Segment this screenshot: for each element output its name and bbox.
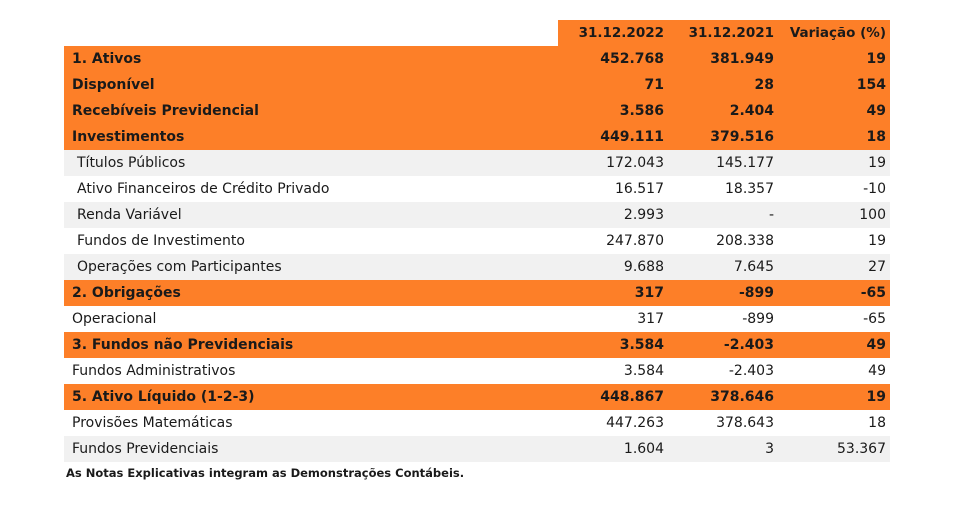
footnote: As Notas Explicativas integram as Demons…	[66, 466, 465, 480]
table-row: 5. Ativo Líquido (1-2-3) 448.867 378.646 19	[64, 384, 890, 410]
row-label: Investimentos	[72, 129, 185, 145]
value-variation: 19	[868, 233, 886, 249]
row-label: 1. Ativos	[72, 51, 142, 67]
header-variation: Variação (%)	[789, 25, 886, 41]
value-2022: 247.870	[606, 233, 664, 249]
value-2022: 317	[634, 285, 664, 301]
value-2022: 16.517	[615, 181, 664, 197]
value-2022: 317	[637, 311, 664, 327]
value-variation: 18	[866, 129, 886, 145]
value-2021: 145.177	[716, 155, 774, 171]
value-variation: -65	[863, 311, 886, 327]
row-label: Operacional	[72, 311, 157, 327]
table-row: Ativo Financeiros de Crédito Privado 16.5…	[64, 176, 890, 202]
value-variation: -10	[863, 181, 886, 197]
header-2022: 31.12.2022	[578, 25, 664, 41]
table-row: Operacional 317 -899 -65	[64, 306, 890, 332]
value-variation: 100	[859, 207, 886, 223]
table-row: Operações com Participantes 9.688 7.645 27	[64, 254, 890, 280]
balance-table: 1. Ativos 452.768 381.949 19 Disponível 71 28 1…	[64, 46, 890, 462]
table-row: Recebíveis Previdencial 3.586 2.404 49	[64, 98, 890, 124]
table-row: 3. Fundos não Previdenciais 3.584 -2.403 49	[64, 332, 890, 358]
table-row: Disponível 71 28 154	[64, 72, 890, 98]
value-2022: 1.604	[623, 441, 664, 457]
row-label: 3. Fundos não Previdenciais	[72, 337, 294, 353]
value-2021: -	[768, 207, 774, 223]
table-header: 31.12.2022 31.12.2021 Variação (%)	[558, 20, 890, 46]
value-variation: 18	[868, 415, 886, 431]
value-variation: -65	[860, 285, 886, 301]
value-variation: 154	[856, 77, 886, 93]
value-variation: 19	[866, 51, 886, 67]
value-2021: 379.516	[710, 129, 774, 145]
row-label: Disponível	[72, 77, 155, 93]
row-label: 2. Obrigações	[72, 285, 181, 301]
row-label: Operações com Participantes	[77, 259, 282, 275]
row-label: Fundos de Investimento	[77, 233, 245, 249]
table-row: 2. Obrigações 317 -899 -65	[64, 280, 890, 306]
value-2021: 208.338	[716, 233, 774, 249]
value-2021: -2.403	[723, 337, 774, 353]
value-2022: 9.688	[623, 259, 664, 275]
table-row: Renda Variável 2.993 - 100	[64, 202, 890, 228]
row-label: 5. Ativo Líquido (1-2-3)	[72, 389, 255, 405]
value-variation: 49	[868, 363, 886, 379]
value-variation: 19	[868, 155, 886, 171]
value-2022: 3.586	[619, 103, 664, 119]
value-variation: 27	[868, 259, 886, 275]
value-2021: 381.949	[710, 51, 774, 67]
value-2021: 378.643	[716, 415, 774, 431]
table-row: Títulos Públicos 172.043 145.177 19	[64, 150, 890, 176]
value-2022: 2.993	[623, 207, 664, 223]
row-label: Fundos Previdenciais	[72, 441, 219, 457]
table-row: Provisões Matemáticas 447.263 378.643 18	[64, 410, 890, 436]
value-variation: 53.367	[837, 441, 886, 457]
value-2021: -2.403	[728, 363, 774, 379]
row-label: Fundos Administrativos	[72, 363, 236, 379]
value-2021: 7.645	[733, 259, 774, 275]
row-label: Renda Variável	[77, 207, 182, 223]
value-2021: 3	[765, 441, 774, 457]
row-label: Ativo Financeiros de Crédito Privado	[77, 181, 330, 197]
value-variation: 49	[866, 103, 886, 119]
row-label: Títulos Públicos	[77, 155, 186, 171]
value-2021: -899	[738, 285, 774, 301]
header-2021: 31.12.2021	[688, 25, 774, 41]
value-2022: 447.263	[606, 415, 664, 431]
value-2022: 3.584	[623, 363, 664, 379]
table-row: Fundos Previdenciais 1.604 3 53.367	[64, 436, 890, 462]
value-2022: 172.043	[606, 155, 664, 171]
value-2021: 378.646	[710, 389, 774, 405]
value-2021: 2.404	[729, 103, 774, 119]
table-row: Fundos Administrativos 3.584 -2.403 49	[64, 358, 890, 384]
value-2022: 449.111	[600, 129, 664, 145]
value-variation: 19	[866, 389, 886, 405]
value-2022: 71	[644, 77, 664, 93]
table-row: 1. Ativos 452.768 381.949 19	[64, 46, 890, 72]
value-2022: 452.768	[600, 51, 664, 67]
row-label: Recebíveis Previdencial	[72, 103, 259, 119]
table-row: Fundos de Investimento 247.870 208.338 19	[64, 228, 890, 254]
table-row: Investimentos 449.111 379.516 18	[64, 124, 890, 150]
row-label: Provisões Matemáticas	[72, 415, 233, 431]
value-2022: 448.867	[600, 389, 664, 405]
value-variation: 49	[866, 337, 886, 353]
value-2021: -899	[742, 311, 774, 327]
value-2021: 18.357	[725, 181, 774, 197]
value-2021: 28	[754, 77, 774, 93]
value-2022: 3.584	[619, 337, 664, 353]
